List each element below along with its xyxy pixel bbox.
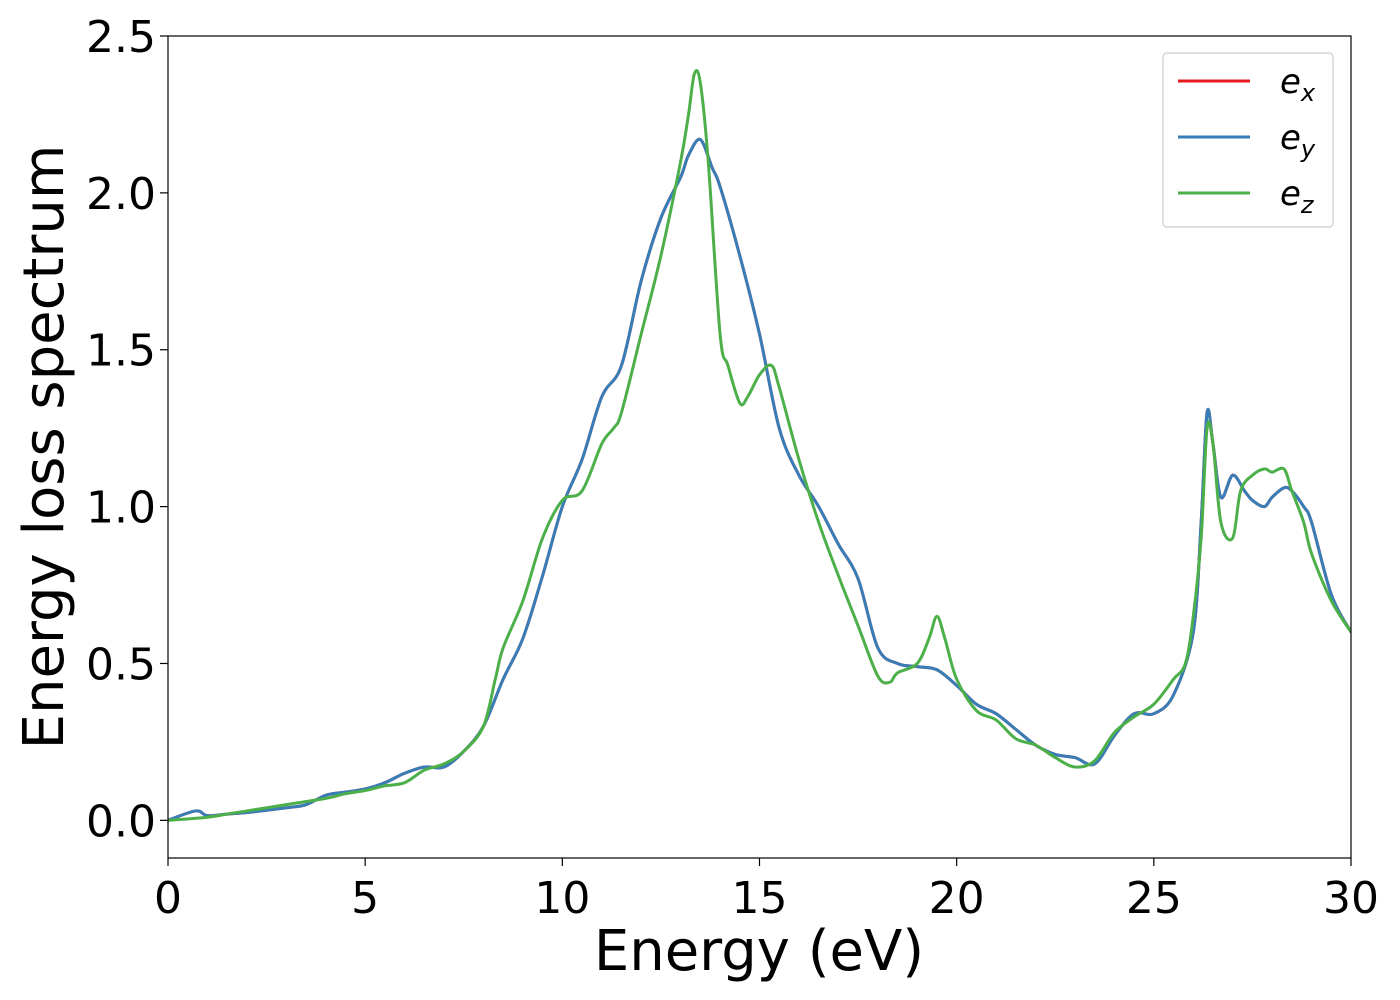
series-line-ez (168, 68, 1351, 822)
x-tick-label: 0 (154, 873, 182, 924)
x-tick-label: 15 (732, 873, 788, 924)
x-tick-label: 25 (1126, 873, 1182, 924)
x-tick-label: 10 (534, 873, 590, 924)
y-tick-label: 1.5 (86, 326, 156, 377)
legend: ex ey ez (1162, 52, 1334, 228)
y-tick-label: 1.0 (86, 483, 156, 534)
legend-box (1162, 52, 1334, 228)
x-axis: 0 5 10 15 20 25 30 (154, 858, 1379, 924)
series-layer (168, 68, 1351, 822)
y-tick-label: 0.5 (86, 639, 156, 690)
y-axis-title: Energy loss spectrum (12, 145, 77, 750)
y-tick-label: 2.5 (86, 12, 156, 63)
y-tick-label: 0.0 (86, 796, 156, 847)
x-tick-label: 5 (351, 873, 379, 924)
plot-background (168, 36, 1351, 858)
x-axis-title: Energy (eV) (594, 919, 924, 984)
y-axis: 0.0 0.5 1.0 1.5 2.0 2.5 (86, 12, 168, 847)
legend-label-ex: ex (1280, 62, 1316, 107)
x-tick-label: 30 (1323, 873, 1379, 924)
y-tick-label: 2.0 (86, 169, 156, 220)
legend-label-ez: ez (1280, 174, 1315, 219)
x-tick-label: 20 (929, 873, 985, 924)
legend-label-ey: ey (1280, 118, 1316, 163)
